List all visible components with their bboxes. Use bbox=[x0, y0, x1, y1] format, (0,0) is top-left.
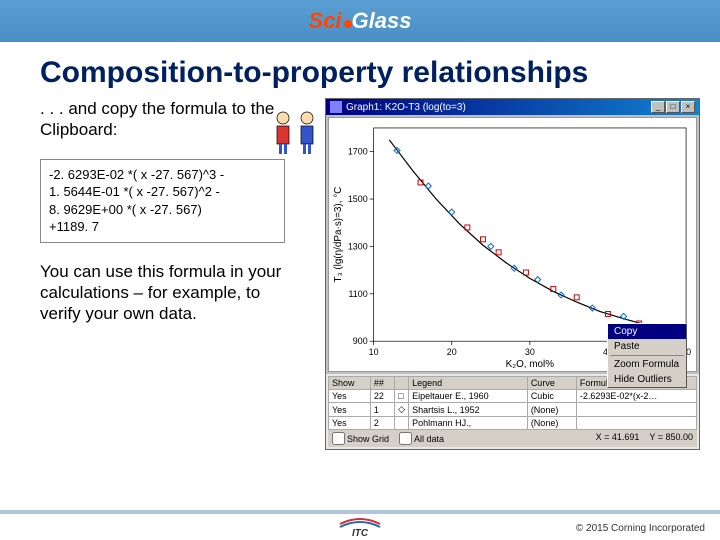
menu-separator bbox=[610, 355, 684, 356]
table-cell[interactable] bbox=[395, 417, 409, 430]
table-row[interactable]: Yes22□Eipeltauer E., 1960Cubic-2.6293E-0… bbox=[329, 390, 697, 403]
minimize-button[interactable]: _ bbox=[651, 101, 665, 113]
table-cell[interactable]: 22 bbox=[370, 390, 394, 403]
svg-text:900: 900 bbox=[353, 336, 368, 346]
maximize-button[interactable]: □ bbox=[666, 101, 680, 113]
formula-line-1: -2. 6293E-02 *( x -27. 567)^3 - bbox=[49, 166, 276, 184]
table-cell[interactable]: -2.6293E-02*(x-2… bbox=[576, 390, 696, 403]
svg-text:1100: 1100 bbox=[349, 289, 368, 299]
menu-paste[interactable]: Paste bbox=[608, 339, 686, 354]
intro-span: . . . and copy the formula to the Clipbo… bbox=[40, 99, 274, 139]
formula-line-3: 8. 9629E+00 *( x -27. 567) bbox=[49, 201, 276, 219]
table-cell[interactable]: Eipeltauer E., 1960 bbox=[409, 390, 528, 403]
logo-sci: Sci bbox=[309, 8, 342, 34]
menu-zoom-formula[interactable]: Zoom Formula bbox=[608, 357, 686, 372]
svg-text:T₃ (lg(η/dPa·s)=3), °C: T₃ (lg(η/dPa·s)=3), °C bbox=[333, 187, 344, 283]
formula-box: -2. 6293E-02 *( x -27. 567)^3 - 1. 5644E… bbox=[40, 159, 285, 243]
table-cell[interactable]: ◇ bbox=[395, 403, 409, 417]
app-icon bbox=[330, 101, 342, 113]
table-cell[interactable]: Shartsis L., 1952 bbox=[409, 403, 528, 417]
logo: Sci Glass bbox=[309, 8, 412, 34]
table-cell[interactable]: □ bbox=[395, 390, 409, 403]
svg-text:1300: 1300 bbox=[348, 241, 368, 251]
formula-line-2: 1. 5644E-01 *( x -27. 567)^2 - bbox=[49, 183, 276, 201]
footer-bar: ITC © 2015 Corning Incorporated bbox=[0, 510, 720, 540]
show-grid-checkbox[interactable]: Show Grid bbox=[332, 432, 389, 445]
svg-text:K₂O, mol%: K₂O, mol% bbox=[506, 359, 555, 370]
show-grid-label: Show Grid bbox=[347, 434, 389, 444]
svg-text:ITC: ITC bbox=[352, 528, 369, 538]
app-window: Graph1: K2O-T3 (log(to=3) _ □ × 10203040… bbox=[325, 98, 700, 450]
table-cell[interactable] bbox=[576, 417, 696, 430]
svg-text:1500: 1500 bbox=[348, 194, 368, 204]
table-cell[interactable]: 1 bbox=[370, 403, 394, 417]
window-buttons: _ □ × bbox=[651, 101, 695, 113]
left-column: . . . and copy the formula to the Clipbo… bbox=[20, 98, 315, 450]
menu-copy[interactable]: Copy bbox=[608, 324, 686, 339]
table-cell[interactable]: Yes bbox=[329, 417, 371, 430]
content-area: . . . and copy the formula to the Clipbo… bbox=[0, 98, 720, 450]
svg-text:1700: 1700 bbox=[348, 147, 368, 157]
svg-text:20: 20 bbox=[447, 347, 457, 357]
table-cell[interactable]: Yes bbox=[329, 403, 371, 417]
table-row[interactable]: Yes2 Pohlmann HJ.,(None) bbox=[329, 417, 697, 430]
page-title: Composition-to-property relationships bbox=[40, 56, 690, 90]
table-cell[interactable]: Yes bbox=[329, 390, 371, 403]
bottom-panel: Show ## Legend Curve Formula Yes22□Eipel… bbox=[326, 374, 699, 449]
table-cell[interactable] bbox=[576, 403, 696, 417]
context-menu: Copy Paste Zoom Formula Hide Outliers bbox=[607, 323, 687, 388]
table-cell[interactable]: Cubic bbox=[527, 390, 576, 403]
status-x: X = 41.691 bbox=[596, 432, 640, 445]
menu-hide-outliers[interactable]: Hide Outliers bbox=[608, 372, 686, 387]
all-data-label: All data bbox=[414, 434, 444, 444]
logo-dot-icon bbox=[344, 20, 352, 28]
table-cell[interactable]: 2 bbox=[370, 417, 394, 430]
status-row: Show Grid All data X = 41.691 Y = 850.00 bbox=[328, 430, 697, 447]
intro-text: . . . and copy the formula to the Clipbo… bbox=[40, 98, 315, 141]
status-y: Y = 850.00 bbox=[649, 432, 693, 445]
close-button[interactable]: × bbox=[681, 101, 695, 113]
svg-text:10: 10 bbox=[369, 347, 379, 357]
titlebar-text: Graph1: K2O-T3 (log(to=3) bbox=[346, 102, 651, 113]
titlebar[interactable]: Graph1: K2O-T3 (log(to=3) _ □ × bbox=[326, 99, 699, 115]
col-show[interactable]: Show bbox=[329, 377, 371, 390]
col-num[interactable]: ## bbox=[370, 377, 394, 390]
explain-text: You can use this formula in your calcula… bbox=[40, 261, 290, 325]
copyright-text: © 2015 Corning Incorporated bbox=[576, 523, 705, 534]
table-cell[interactable]: Pohlmann HJ., bbox=[409, 417, 528, 430]
col-marker[interactable] bbox=[395, 377, 409, 390]
col-curve[interactable]: Curve bbox=[527, 377, 576, 390]
header-bar: Sci Glass bbox=[0, 0, 720, 42]
itc-logo-icon: ITC bbox=[330, 512, 390, 538]
all-data-checkbox[interactable]: All data bbox=[399, 432, 444, 445]
table-row[interactable]: Yes1◇Shartsis L., 1952(None) bbox=[329, 403, 697, 417]
right-column: Graph1: K2O-T3 (log(to=3) _ □ × 10203040… bbox=[325, 98, 700, 450]
table-cell[interactable]: (None) bbox=[527, 417, 576, 430]
table-cell[interactable]: (None) bbox=[527, 403, 576, 417]
svg-text:30: 30 bbox=[525, 347, 535, 357]
clipboard-clipart-icon bbox=[265, 108, 325, 158]
formula-line-4: +1189. 7 bbox=[49, 218, 276, 236]
col-legend[interactable]: Legend bbox=[409, 377, 528, 390]
logo-glass: Glass bbox=[352, 8, 412, 34]
